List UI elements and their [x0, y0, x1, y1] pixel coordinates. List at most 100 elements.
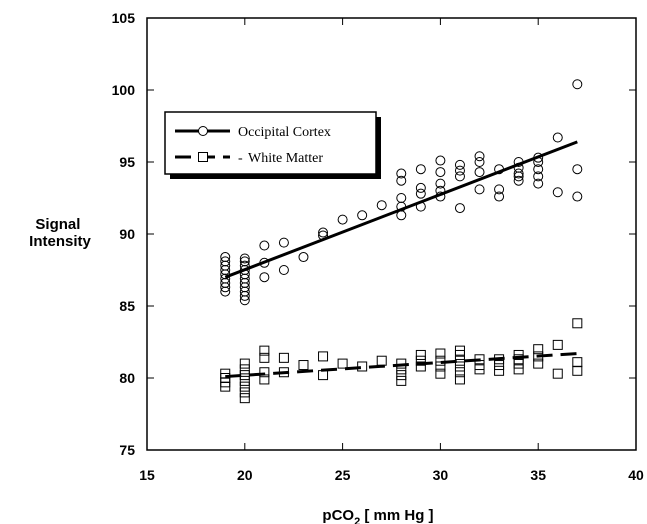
data-point-circle	[278, 237, 289, 248]
data-point-circle	[454, 165, 465, 176]
legend-label-occipital-cortex: Occipital Cortex	[238, 125, 331, 140]
data-point-square	[454, 367, 465, 378]
data-point-circle	[552, 132, 563, 143]
y-axis-ticks	[147, 17, 636, 451]
data-point-circle	[415, 188, 426, 199]
data-point-circle	[376, 200, 387, 211]
data-point-square	[318, 351, 329, 362]
y-tick-label: 90	[119, 226, 135, 242]
series-circle	[220, 79, 583, 306]
data-point-circle	[474, 184, 485, 195]
x-axis-title-prefix: pCO	[322, 507, 354, 524]
y-axis-title-line-2: Intensity	[29, 233, 91, 250]
data-point-circle	[474, 167, 485, 178]
y-axis-title-line-1: Signal	[35, 216, 80, 233]
data-point-circle	[357, 210, 368, 221]
series-layer	[220, 79, 583, 404]
data-point-circle	[474, 151, 485, 162]
data-point-square	[572, 318, 583, 329]
data-point-square	[220, 368, 231, 379]
data-point-circle	[415, 164, 426, 175]
data-point-square	[259, 352, 270, 363]
data-point-circle	[220, 252, 231, 263]
data-point-circle	[494, 191, 505, 202]
data-point-circle	[572, 191, 583, 202]
data-point-circle	[435, 167, 446, 178]
x-axis-tick-labels: 15 20 25 30 35 40	[139, 467, 644, 483]
data-point-square	[239, 393, 250, 404]
y-tick-label: 75	[119, 442, 135, 458]
data-point-circle	[435, 155, 446, 166]
data-point-circle	[337, 214, 348, 225]
data-point-square	[533, 344, 544, 355]
data-point-square	[513, 364, 524, 375]
legend-label-white-matter: White Matter	[248, 151, 323, 166]
data-point-circle	[454, 203, 465, 214]
data-point-square	[259, 345, 270, 356]
data-point-square	[239, 387, 250, 398]
data-point-circle	[494, 184, 505, 195]
fit-line-solid	[224, 140, 578, 279]
y-tick-label: 100	[112, 82, 136, 98]
x-tick-label: 20	[237, 467, 253, 483]
series-square	[220, 318, 583, 404]
data-point-square	[494, 365, 505, 376]
data-point-circle	[220, 256, 231, 267]
x-axis-title-suffix: [ mm Hg ]	[360, 507, 433, 524]
data-point-square	[454, 345, 465, 356]
data-point-circle	[513, 168, 524, 179]
data-point-circle	[239, 253, 250, 264]
data-point-square	[435, 361, 446, 372]
data-point-square	[435, 368, 446, 379]
data-point-circle	[533, 178, 544, 189]
data-point-square	[552, 368, 563, 379]
legend: Occipital Cortex - White Matter	[164, 111, 381, 179]
x-axis-title-subscript: 2	[354, 516, 360, 524]
y-tick-label: 85	[119, 298, 135, 314]
data-point-circle	[396, 175, 407, 186]
data-point-circle	[474, 157, 485, 167]
x-tick-label: 35	[530, 467, 546, 483]
y-tick-label: 105	[112, 10, 136, 26]
data-point-square	[239, 375, 250, 386]
data-point-circle	[454, 171, 465, 182]
data-point-circle	[259, 240, 270, 251]
data-point-square	[396, 375, 407, 386]
y-tick-label: 80	[119, 370, 135, 386]
x-axis-ticks	[146, 18, 637, 450]
data-point-square	[259, 367, 270, 378]
data-point-square	[572, 357, 583, 368]
x-axis-title: pCO2 [ mm Hg ]	[322, 507, 433, 524]
data-point-square	[239, 364, 250, 375]
y-tick-label: 95	[119, 154, 135, 170]
x-tick-label: 30	[433, 467, 449, 483]
y-axis-title: Signal Intensity	[29, 216, 91, 250]
data-point-square	[435, 348, 446, 359]
data-point-square	[415, 349, 426, 360]
legend-marker-white-matter	[198, 152, 208, 162]
data-point-circle	[396, 168, 407, 179]
data-point-circle	[396, 193, 407, 203]
data-point-circle	[572, 79, 583, 90]
data-point-circle	[533, 171, 544, 182]
data-point-circle	[513, 175, 524, 186]
data-point-square	[454, 374, 465, 385]
data-point-circle	[572, 164, 583, 175]
data-point-square	[298, 360, 309, 371]
data-point-circle	[533, 164, 544, 175]
data-point-circle	[415, 182, 426, 193]
data-point-square	[415, 361, 426, 372]
data-point-circle	[454, 159, 465, 170]
legend-dash: -	[238, 151, 243, 166]
data-point-square	[454, 361, 465, 372]
data-point-square	[552, 339, 563, 350]
data-point-circle	[552, 187, 563, 198]
x-tick-label: 15	[139, 467, 155, 483]
data-point-square	[533, 358, 544, 369]
fit-line-dashed	[225, 352, 578, 379]
data-point-square	[494, 360, 505, 371]
data-point-square	[239, 358, 250, 369]
data-point-square	[239, 381, 250, 392]
x-tick-label: 40	[628, 467, 644, 483]
